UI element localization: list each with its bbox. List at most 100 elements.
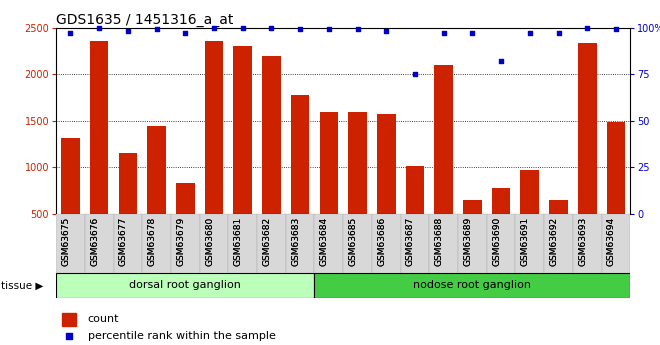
Bar	[171, 214, 199, 273]
Point	[553, 30, 564, 36]
Bar	[176, 183, 195, 214]
Bar	[119, 153, 137, 214]
Bar	[573, 214, 602, 273]
Text: GSM63686: GSM63686	[378, 217, 386, 266]
Bar	[257, 214, 286, 273]
Text: GSM63689: GSM63689	[463, 217, 473, 266]
Bar	[434, 65, 453, 214]
Text: GSM63681: GSM63681	[234, 217, 243, 266]
Bar	[458, 214, 486, 273]
Point	[266, 25, 277, 30]
Bar	[406, 166, 424, 214]
Point	[496, 58, 506, 64]
Text: GSM63679: GSM63679	[176, 217, 185, 266]
Bar	[262, 57, 280, 214]
Text: GSM63693: GSM63693	[578, 217, 587, 266]
Text: GSM63675: GSM63675	[61, 217, 71, 266]
Text: GSM63685: GSM63685	[348, 217, 358, 266]
Text: GSM63694: GSM63694	[607, 217, 616, 266]
Bar	[348, 112, 367, 214]
Text: count: count	[88, 315, 119, 324]
Bar	[286, 214, 314, 273]
Point	[410, 71, 420, 77]
Point	[65, 30, 76, 36]
Text: GDS1635 / 1451316_a_at: GDS1635 / 1451316_a_at	[56, 12, 234, 27]
Bar	[429, 214, 458, 273]
Bar	[90, 41, 108, 214]
Text: GSM63676: GSM63676	[90, 217, 99, 266]
Bar	[401, 214, 429, 273]
Bar	[199, 214, 228, 273]
Text: GSM63691: GSM63691	[521, 217, 530, 266]
Text: GSM63691: GSM63691	[521, 217, 530, 266]
Text: dorsal root ganglion: dorsal root ganglion	[129, 280, 242, 290]
Bar	[521, 170, 539, 214]
Text: GSM63677: GSM63677	[119, 217, 128, 266]
Point	[94, 25, 104, 30]
Point	[610, 27, 621, 32]
Point	[467, 30, 478, 36]
Point	[209, 25, 219, 30]
Text: GSM63684: GSM63684	[320, 217, 329, 266]
Bar	[291, 95, 310, 214]
Bar	[147, 126, 166, 214]
Bar	[602, 214, 630, 273]
Point	[381, 29, 391, 34]
Bar	[578, 42, 597, 214]
Bar	[205, 41, 223, 214]
Point	[582, 25, 593, 30]
Bar	[114, 214, 143, 273]
Text: GSM63676: GSM63676	[90, 217, 99, 266]
Text: GSM63687: GSM63687	[406, 217, 415, 266]
Text: GSM63684: GSM63684	[320, 217, 329, 266]
Text: tissue ▶: tissue ▶	[1, 281, 44, 290]
Bar	[56, 273, 315, 298]
Bar	[549, 200, 568, 214]
Text: GSM63675: GSM63675	[61, 217, 71, 266]
Bar	[607, 122, 625, 214]
Bar	[319, 112, 338, 214]
Text: nodose root ganglion: nodose root ganglion	[413, 280, 531, 290]
Text: GSM63677: GSM63677	[119, 217, 128, 266]
Point	[323, 27, 334, 32]
Text: GSM63688: GSM63688	[435, 217, 444, 266]
Text: GSM63690: GSM63690	[492, 217, 501, 266]
Bar	[314, 273, 630, 298]
Point	[64, 334, 75, 339]
Text: GSM63692: GSM63692	[550, 217, 558, 266]
Text: GSM63690: GSM63690	[492, 217, 501, 266]
Bar	[228, 214, 257, 273]
Text: GSM63683: GSM63683	[291, 217, 300, 266]
Bar	[84, 214, 114, 273]
Point	[180, 30, 191, 36]
Text: GSM63694: GSM63694	[607, 217, 616, 266]
Bar	[544, 214, 573, 273]
Bar	[377, 114, 395, 214]
Text: GSM63682: GSM63682	[263, 217, 271, 266]
Point	[151, 27, 162, 32]
Point	[238, 25, 248, 30]
Bar	[143, 214, 171, 273]
Point	[352, 27, 363, 32]
Text: GSM63678: GSM63678	[148, 217, 156, 266]
Text: GSM63678: GSM63678	[148, 217, 156, 266]
Text: GSM63680: GSM63680	[205, 217, 214, 266]
Bar	[372, 214, 401, 273]
Point	[438, 30, 449, 36]
Text: GSM63689: GSM63689	[463, 217, 473, 266]
Text: GSM63680: GSM63680	[205, 217, 214, 266]
Text: GSM63693: GSM63693	[578, 217, 587, 266]
Bar	[314, 214, 343, 273]
Bar	[62, 313, 76, 326]
Text: GSM63681: GSM63681	[234, 217, 243, 266]
Text: GSM63683: GSM63683	[291, 217, 300, 266]
Point	[123, 29, 133, 34]
Bar	[234, 46, 252, 214]
Text: GSM63682: GSM63682	[263, 217, 271, 266]
Bar	[486, 214, 515, 273]
Bar	[463, 200, 482, 214]
Bar	[515, 214, 544, 273]
Bar	[492, 188, 510, 214]
Text: GSM63692: GSM63692	[550, 217, 558, 266]
Text: GSM63687: GSM63687	[406, 217, 415, 266]
